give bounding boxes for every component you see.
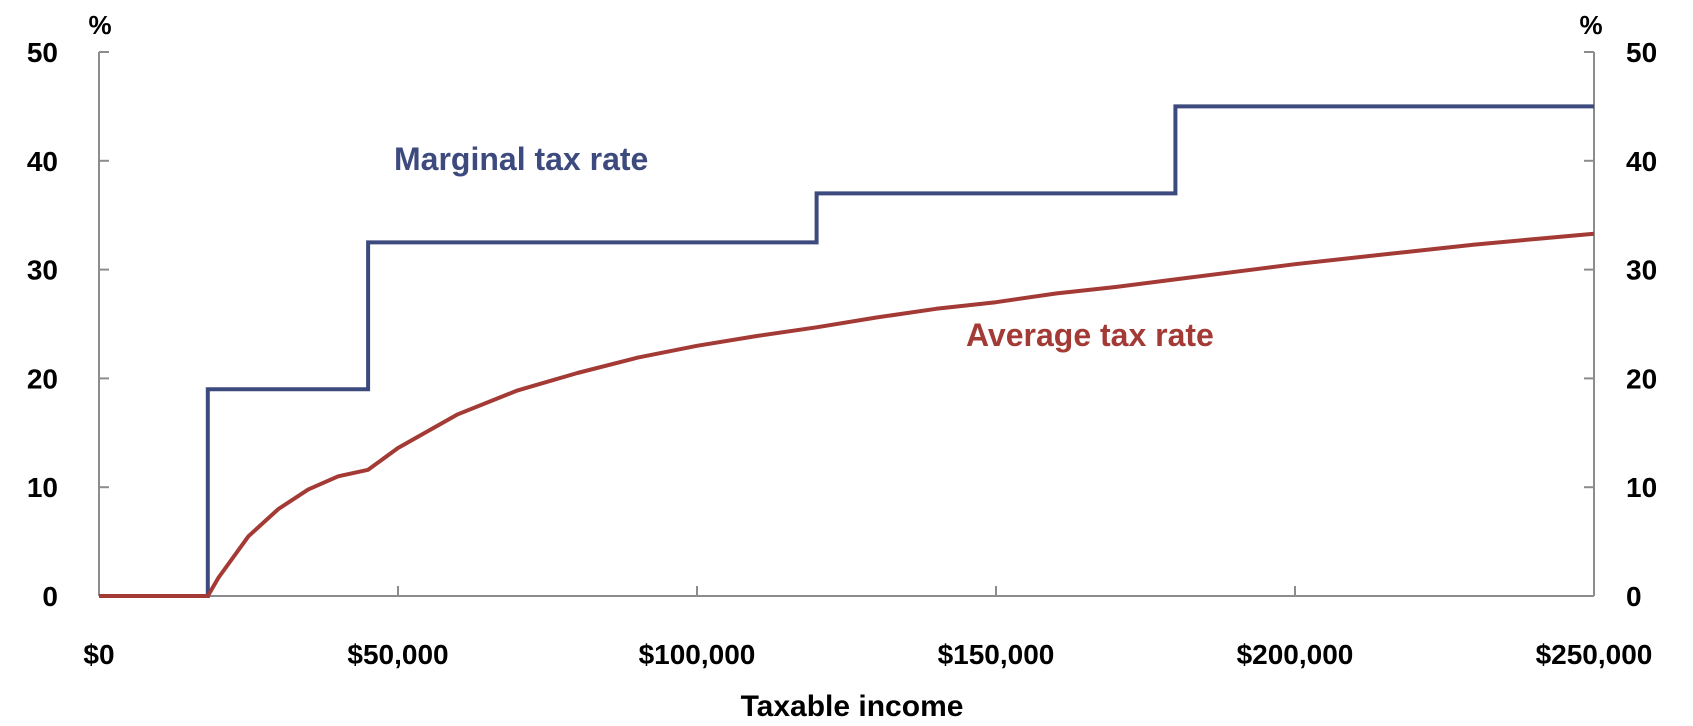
y-tick-label-right: 50 [1626, 37, 1657, 68]
average-tax-rate-label: Average tax rate [966, 317, 1214, 353]
y-tick-label-left: 10 [27, 472, 58, 503]
x-tick-label: $50,000 [347, 639, 448, 670]
marginal-tax-rate-line [99, 104, 1594, 598]
y-tick-label-left: 0 [42, 581, 58, 612]
y-tick-label-right: 10 [1626, 472, 1657, 503]
x-tick-label: $250,000 [1536, 639, 1653, 670]
y-tick-label-right: 20 [1626, 363, 1657, 394]
y-tick-label-right: 30 [1626, 255, 1657, 286]
y-tick-label-right: 40 [1626, 146, 1657, 177]
x-tick-label: $100,000 [639, 639, 756, 670]
tick-labels: 0 0 10 10 20 20 30 30 40 40 50 50 $0 $50,000 $100,000 $… [27, 37, 1657, 670]
x-tick-label: $200,000 [1237, 639, 1354, 670]
y-unit-right: % [1579, 10, 1602, 40]
average-tax-rate-line [99, 231, 1595, 598]
axes [98, 51, 1595, 597]
y-tick-label-right: 0 [1626, 581, 1642, 612]
y-tick-label-left: 20 [27, 363, 58, 394]
y-tick-label-left: 40 [27, 146, 58, 177]
series-lines [99, 104, 1595, 598]
x-axis-label: Taxable income [741, 690, 964, 723]
y-tick-label-left: 50 [27, 37, 58, 68]
x-tick-label: $150,000 [938, 639, 1055, 670]
x-tick-label: $0 [83, 639, 114, 670]
y-unit-left: % [88, 10, 111, 40]
marginal-tax-rate-label: Marginal tax rate [394, 141, 648, 177]
y-tick-label-left: 30 [27, 255, 58, 286]
